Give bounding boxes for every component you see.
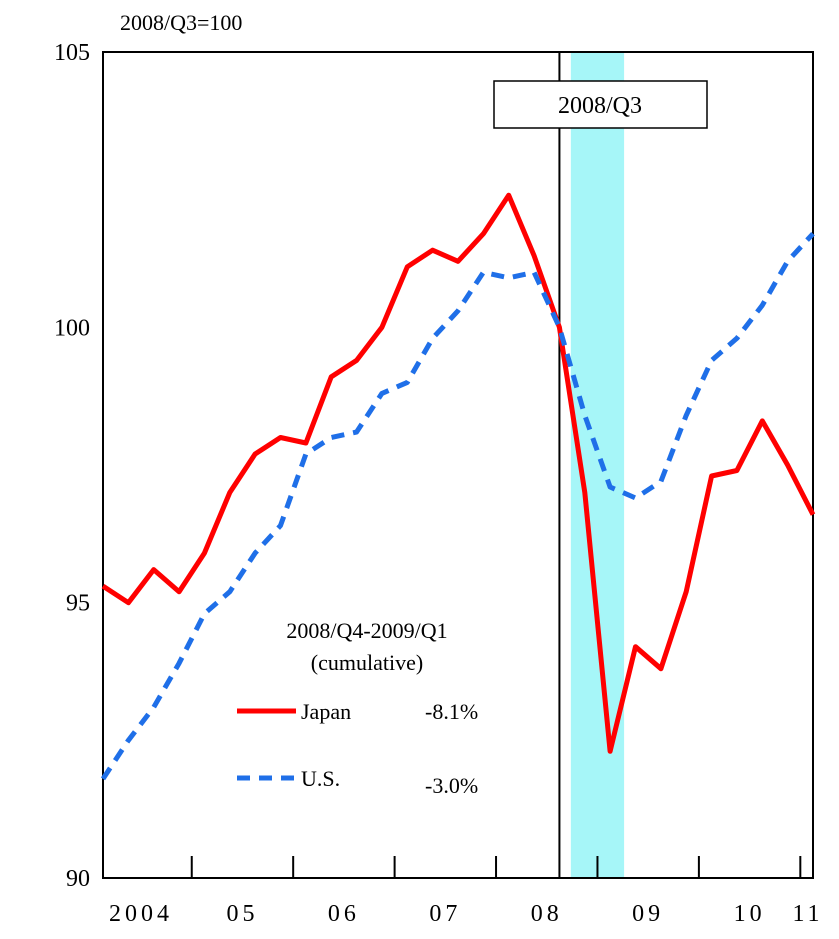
x-axis-labels: 2004 05 06 07 08 09 10 11 [109, 901, 823, 927]
x-tick-label: 10 [734, 901, 766, 927]
legend: 2008/Q4-2009/Q1 (cumulative) Japan -8.1%… [237, 618, 478, 798]
y-tick-label: 95 [66, 591, 90, 617]
y-tick-label: 90 [66, 866, 90, 892]
series-line-u-s [100, 232, 815, 781]
y-axis-ticks: 90 95 100 105 [54, 40, 90, 892]
legend-title-line2: (cumulative) [311, 650, 423, 675]
x-tick-label: 06 [328, 901, 360, 927]
reference-label-box [493, 80, 708, 129]
legend-label-japan: Japan [301, 699, 351, 724]
plot-frame [102, 51, 814, 879]
x-tick-label: 2004 [109, 901, 173, 927]
y-tick-label: 105 [54, 40, 90, 66]
x-axis-ticks [190, 856, 802, 878]
x-tick-label: 11 [792, 901, 823, 927]
series-group [100, 192, 816, 781]
reference-label: 2008/Q3 [493, 80, 708, 129]
reference-label-text: 2008/Q3 [558, 93, 642, 119]
x-tick-label: 07 [429, 901, 461, 927]
legend-label-us: U.S. [301, 766, 340, 791]
y-tick-label: 100 [54, 315, 90, 341]
x-tick-label: 08 [531, 901, 563, 927]
legend-value-us: -3.0% [425, 773, 478, 798]
legend-title-line1: 2008/Q4-2009/Q1 [286, 618, 447, 643]
x-tick-label: 05 [226, 901, 258, 927]
legend-value-japan: -8.1% [425, 699, 478, 724]
series-line-japan [101, 192, 816, 754]
unit-label: 2008/Q3=100 [120, 10, 242, 35]
x-tick-label: 09 [632, 901, 664, 927]
